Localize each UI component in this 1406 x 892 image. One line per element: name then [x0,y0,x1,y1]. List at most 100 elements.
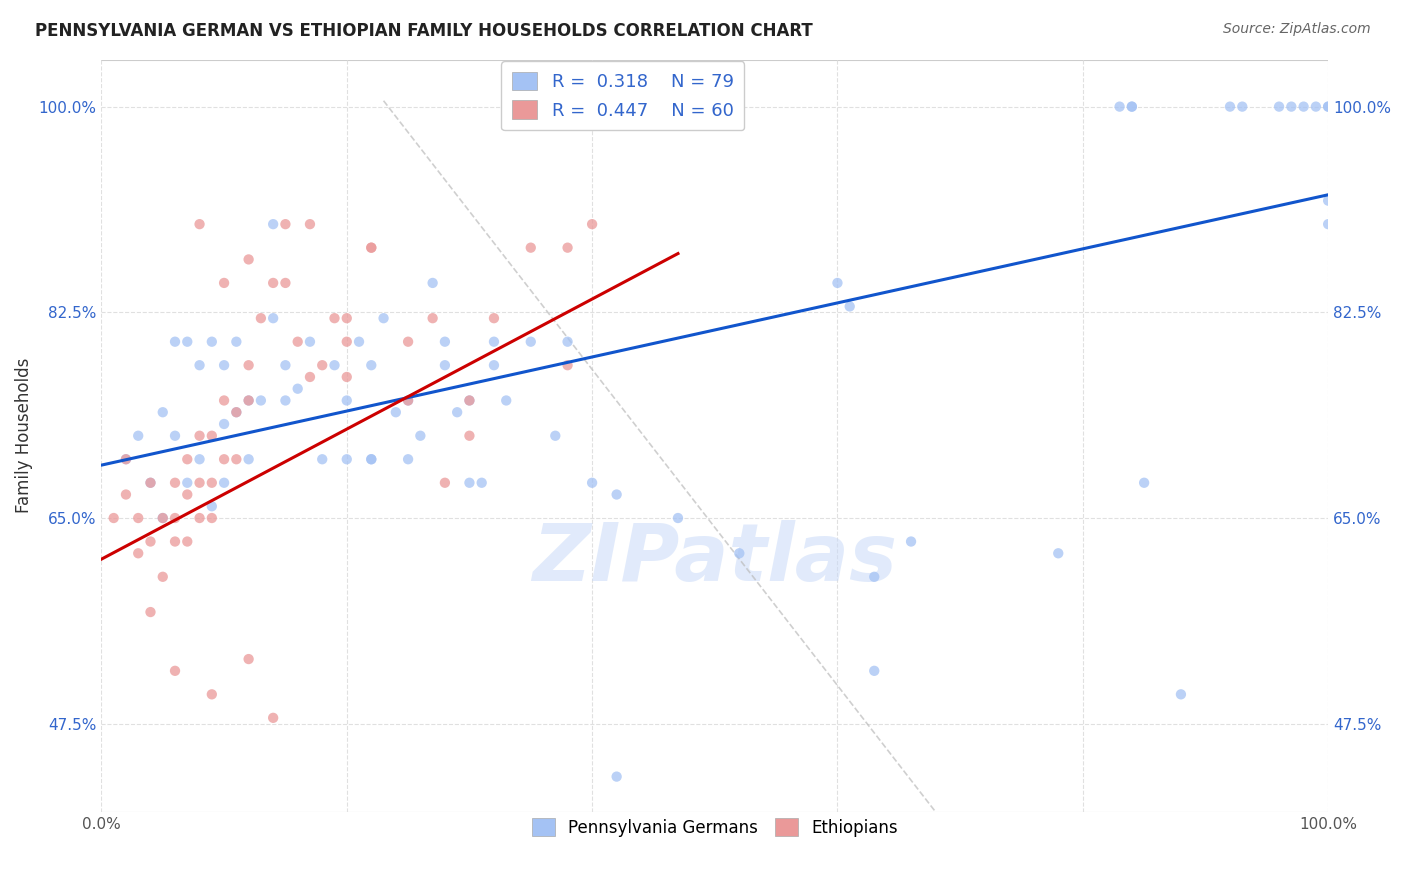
Point [581,217,603,231]
Point [1121,100,1143,114]
Point [1219,100,1241,114]
Point [1279,100,1302,114]
Y-axis label: Family Households: Family Households [15,358,32,514]
Point [274,393,297,408]
Point [139,475,162,490]
Point [311,358,333,372]
Point [274,276,297,290]
Point [163,334,186,349]
Point [433,475,456,490]
Point [827,276,849,290]
Point [1317,194,1340,208]
Point [238,652,260,666]
Point [557,241,579,255]
Point [409,428,432,442]
Point [225,405,247,419]
Point [262,311,284,326]
Point [336,334,359,349]
Point [1108,100,1130,114]
Point [1317,100,1340,114]
Point [262,711,284,725]
Point [127,546,149,560]
Point [201,475,224,490]
Point [581,475,603,490]
Point [433,334,456,349]
Point [176,452,198,467]
Point [225,452,247,467]
Point [262,276,284,290]
Point [103,511,125,525]
Point [360,241,382,255]
Point [863,664,886,678]
Point [838,300,860,314]
Point [212,276,235,290]
Point [188,475,211,490]
Point [1121,100,1143,114]
Point [274,217,297,231]
Point [360,358,382,372]
Point [863,570,886,584]
Point [1317,217,1340,231]
Point [336,370,359,384]
Point [1317,100,1340,114]
Point [212,417,235,431]
Point [238,452,260,467]
Point [396,334,419,349]
Point [163,534,186,549]
Point [274,358,297,372]
Point [482,358,505,372]
Point [298,370,321,384]
Point [262,217,284,231]
Point [471,475,494,490]
Point [188,511,211,525]
Point [152,511,174,525]
Point [458,393,481,408]
Point [422,311,444,326]
Point [250,311,273,326]
Point [201,334,224,349]
Point [385,405,408,419]
Point [458,393,481,408]
Point [458,428,481,442]
Point [163,511,186,525]
Point [139,534,162,549]
Point [238,393,260,408]
Point [225,334,247,349]
Point [250,393,273,408]
Point [115,452,138,467]
Point [188,217,211,231]
Point [176,475,198,490]
Point [152,511,174,525]
Point [396,393,419,408]
Point [495,393,517,408]
Point [1292,100,1315,114]
Point [1268,100,1291,114]
Point [422,276,444,290]
Point [238,358,260,372]
Point [347,334,370,349]
Point [115,452,138,467]
Point [201,500,224,514]
Point [212,475,235,490]
Point [188,428,211,442]
Point [396,393,419,408]
Point [360,452,382,467]
Point [176,487,198,501]
Point [360,241,382,255]
Point [188,452,211,467]
Point [373,311,395,326]
Point [458,475,481,490]
Point [176,334,198,349]
Point [127,428,149,442]
Point [336,393,359,408]
Point [152,405,174,419]
Point [520,334,543,349]
Point [433,358,456,372]
Point [287,334,309,349]
Point [900,534,922,549]
Point [287,382,309,396]
Point [201,428,224,442]
Point [115,487,138,501]
Point [1133,475,1156,490]
Point [163,664,186,678]
